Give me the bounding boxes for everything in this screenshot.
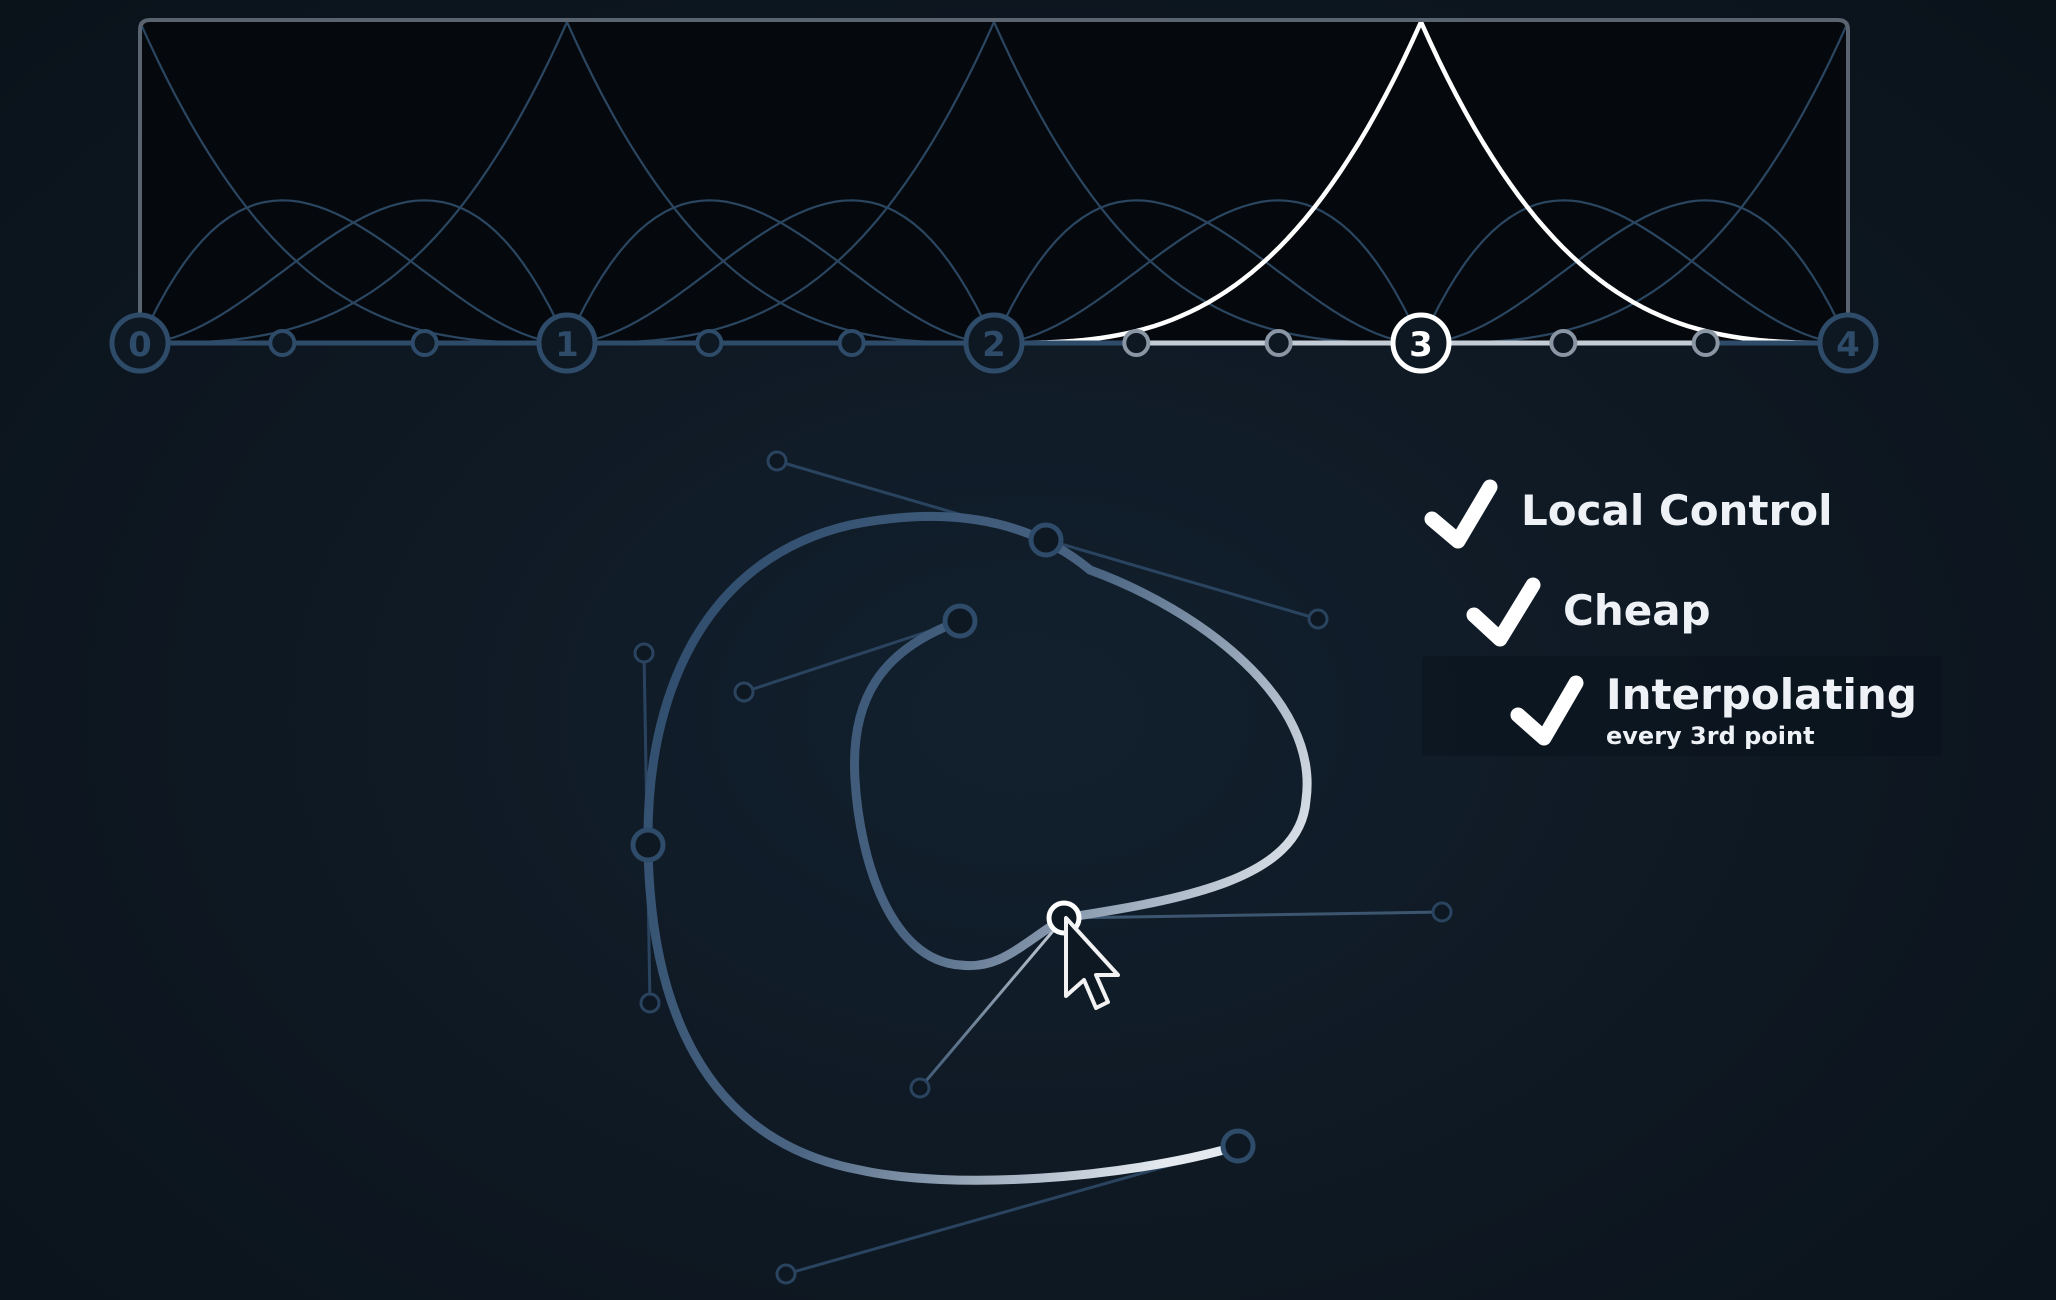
- checklist-item: Local Control: [1424, 479, 1833, 549]
- handle-point[interactable]: [639, 992, 661, 1014]
- knot-label: 3: [1409, 325, 1433, 365]
- basis-panel-background: [140, 20, 1848, 343]
- knot-marker[interactable]: [963, 312, 1025, 374]
- control-point-marker: [1549, 329, 1578, 357]
- checkmark-icon: [1424, 479, 1498, 549]
- basis-function-curve: [139, 199, 568, 345]
- basis-function-curve: [566, 199, 995, 345]
- knot-label: 2: [982, 325, 1006, 365]
- control-handles: [642, 459, 1443, 1276]
- tangent-handle-line-active: [918, 917, 1066, 1089]
- knot-marker-selected[interactable]: [1390, 312, 1452, 374]
- control-point-marker: [837, 329, 866, 357]
- checklist-item: Cheap: [1466, 577, 1711, 647]
- handle-point[interactable]: [909, 1077, 931, 1099]
- basis-panel-frame: [138, 18, 1850, 343]
- control-point-marker: [410, 329, 439, 357]
- control-point-marker: [268, 329, 297, 357]
- checklist-item-label: Local Control: [1521, 486, 1833, 535]
- checklist-item-label: Cheap: [1563, 586, 1711, 635]
- spline-curve[interactable]: [643, 511, 1312, 1185]
- handle-point[interactable]: [633, 642, 655, 664]
- knot-point[interactable]: [1028, 522, 1064, 558]
- feature-checklist: Local Control Cheap Interpolating every …: [1422, 479, 1942, 756]
- checkmark-icon: [1466, 577, 1541, 647]
- knot-point[interactable]: [942, 603, 978, 639]
- checklist-item-sublabel: every 3rd point: [1606, 722, 1815, 750]
- checklist-item: Interpolating every 3rd point: [1510, 670, 1917, 750]
- control-points: [630, 450, 1453, 1285]
- knot-label: 4: [1836, 325, 1860, 365]
- control-point-marker: [1122, 329, 1151, 357]
- handle-point[interactable]: [766, 450, 788, 472]
- checklist-item-label: Interpolating: [1606, 670, 1917, 719]
- basis-function-panel: 0 1 2 3 4: [109, 18, 1879, 374]
- knot-marker[interactable]: [109, 312, 171, 374]
- knot-label: 1: [555, 325, 579, 365]
- control-point-marker: [1264, 329, 1293, 357]
- knot-marker[interactable]: [1817, 312, 1879, 374]
- control-point-marker: [1691, 329, 1720, 357]
- knot-point[interactable]: [1220, 1128, 1256, 1164]
- control-point-marker: [695, 329, 724, 357]
- basis-function-curve: [1420, 199, 1849, 345]
- handle-point[interactable]: [1307, 608, 1329, 630]
- knot-label: 0: [128, 325, 152, 365]
- handle-point[interactable]: [775, 1263, 797, 1285]
- basis-function-curve: [993, 199, 1422, 345]
- knot-axis: 0 1 2 3 4: [109, 312, 1879, 374]
- handle-point[interactable]: [1431, 901, 1453, 923]
- knot-marker[interactable]: [536, 312, 598, 374]
- checkmark-icon: [1510, 675, 1584, 746]
- handle-point[interactable]: [733, 681, 755, 703]
- arrow-cursor-icon: [1064, 916, 1120, 1010]
- knot-point[interactable]: [630, 827, 666, 863]
- spline-editor[interactable]: [630, 450, 1453, 1285]
- tangent-handle-line-active: [1063, 910, 1443, 920]
